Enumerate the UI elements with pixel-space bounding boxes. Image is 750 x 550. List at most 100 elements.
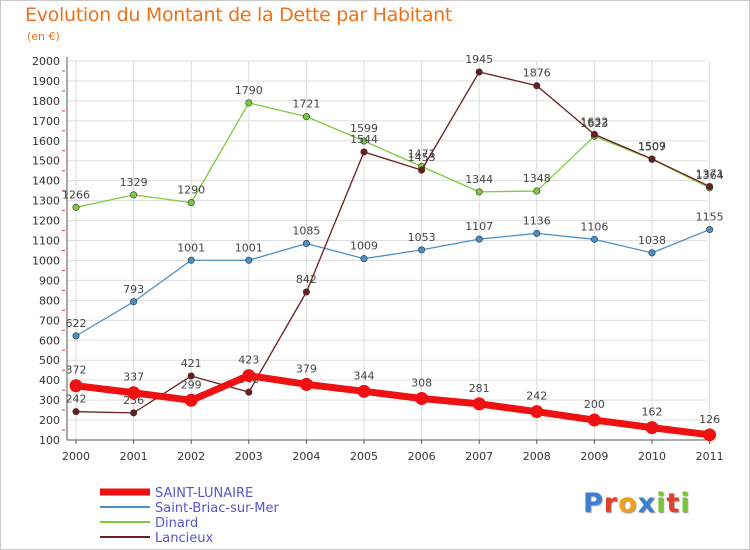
data-label: 1371 (696, 167, 724, 180)
y-tick-label: 1900 (32, 75, 60, 88)
data-label: 1623 (580, 117, 608, 130)
y-tick-label: 1400 (32, 175, 60, 188)
y-tick-label: 2000 (32, 55, 60, 68)
y-tick-label: 300 (39, 394, 60, 407)
y-tick-label: 500 (39, 354, 60, 367)
data-point (184, 393, 198, 407)
data-label: 1266 (62, 188, 90, 201)
data-label: 1107 (465, 220, 493, 233)
data-label: 1453 (408, 151, 436, 164)
legend-label: Saint-Briac-sur-Mer (155, 501, 280, 516)
data-label: 379 (296, 362, 317, 375)
x-tick-label: 2003 (235, 450, 263, 463)
data-point (302, 240, 310, 248)
data-point (72, 203, 80, 211)
data-point (475, 235, 483, 243)
data-point (245, 99, 253, 107)
data-point (302, 288, 310, 296)
series-line-saint-briac-sur-mer (75, 228, 710, 337)
data-label: 242 (66, 393, 87, 406)
data-point (302, 113, 310, 121)
data-point (127, 386, 141, 400)
x-tick-label: 2009 (580, 450, 608, 463)
data-point (418, 246, 426, 254)
data-label: 372 (66, 364, 87, 377)
y-tick-label: 1600 (32, 135, 60, 148)
data-label: 1329 (120, 176, 148, 189)
x-tick-label: 2007 (465, 450, 493, 463)
data-label: 1632 (580, 115, 608, 128)
data-point (706, 182, 714, 190)
y-tick-label: 1100 (32, 235, 60, 248)
data-point (472, 397, 486, 411)
data-label: 126 (699, 413, 720, 426)
data-point (130, 409, 138, 417)
data-label: 1507 (638, 140, 666, 153)
data-point (703, 428, 717, 442)
data-label: 1348 (523, 172, 551, 185)
data-point (72, 408, 80, 416)
data-label: 842 (296, 273, 317, 286)
data-label: 1136 (523, 214, 551, 227)
data-label: 1106 (580, 220, 608, 233)
data-label: 1721 (292, 98, 320, 111)
x-tick-label: 2004 (292, 450, 320, 463)
data-label: 281 (469, 382, 490, 395)
legend-label: Dinard (155, 516, 198, 531)
data-point (245, 388, 253, 396)
data-point (360, 137, 368, 145)
data-label: 1599 (350, 122, 378, 135)
data-point (475, 68, 483, 76)
data-point (587, 413, 601, 427)
data-label: 337 (123, 371, 144, 384)
chart-title: Evolution du Montant de la Dette par Hab… (25, 4, 453, 26)
data-label: 1364 (696, 169, 724, 182)
data-point (648, 155, 656, 163)
data-point (360, 255, 368, 263)
data-label: 1053 (408, 231, 436, 244)
data-label: 421 (181, 357, 202, 370)
data-label: 1038 (638, 234, 666, 247)
legend-label: Lancieux (155, 531, 213, 546)
y-tick-label: 600 (39, 334, 60, 347)
x-tick-label: 2001 (120, 450, 148, 463)
y-tick-label: 700 (39, 314, 60, 327)
data-label: 200 (584, 398, 605, 411)
data-point (299, 377, 313, 391)
data-point (187, 199, 195, 207)
data-point (533, 82, 541, 90)
data-point (418, 166, 426, 174)
data-point (187, 372, 195, 380)
data-label: 344 (354, 369, 375, 382)
data-point (648, 249, 656, 257)
data-point (530, 405, 544, 419)
x-tick-label: 2008 (523, 450, 551, 463)
data-point (360, 148, 368, 156)
data-label: 1344 (465, 173, 493, 186)
data-point (415, 392, 429, 406)
data-point (72, 332, 80, 340)
data-point (130, 191, 138, 199)
data-label: 423 (238, 354, 259, 367)
data-label: 308 (411, 377, 432, 390)
proxiti-logo: Proxiti (583, 488, 691, 519)
data-point (706, 226, 714, 234)
data-label: 1290 (177, 184, 205, 197)
data-label: 1945 (465, 53, 493, 66)
data-label: 242 (526, 390, 547, 403)
data-point (245, 256, 253, 264)
x-tick-label: 2002 (177, 450, 205, 463)
data-label: 1009 (350, 240, 378, 253)
x-tick-label: 2005 (350, 450, 378, 463)
y-tick-label: 100 (39, 434, 60, 447)
data-label: 1790 (235, 84, 263, 97)
x-tick-label: 2010 (638, 450, 666, 463)
series-line-lancieux (75, 71, 710, 414)
data-label: 1544 (350, 133, 378, 146)
data-point (475, 188, 483, 196)
y-tick-label: 200 (39, 414, 60, 427)
data-label: 1085 (292, 225, 320, 238)
data-point (645, 421, 659, 435)
